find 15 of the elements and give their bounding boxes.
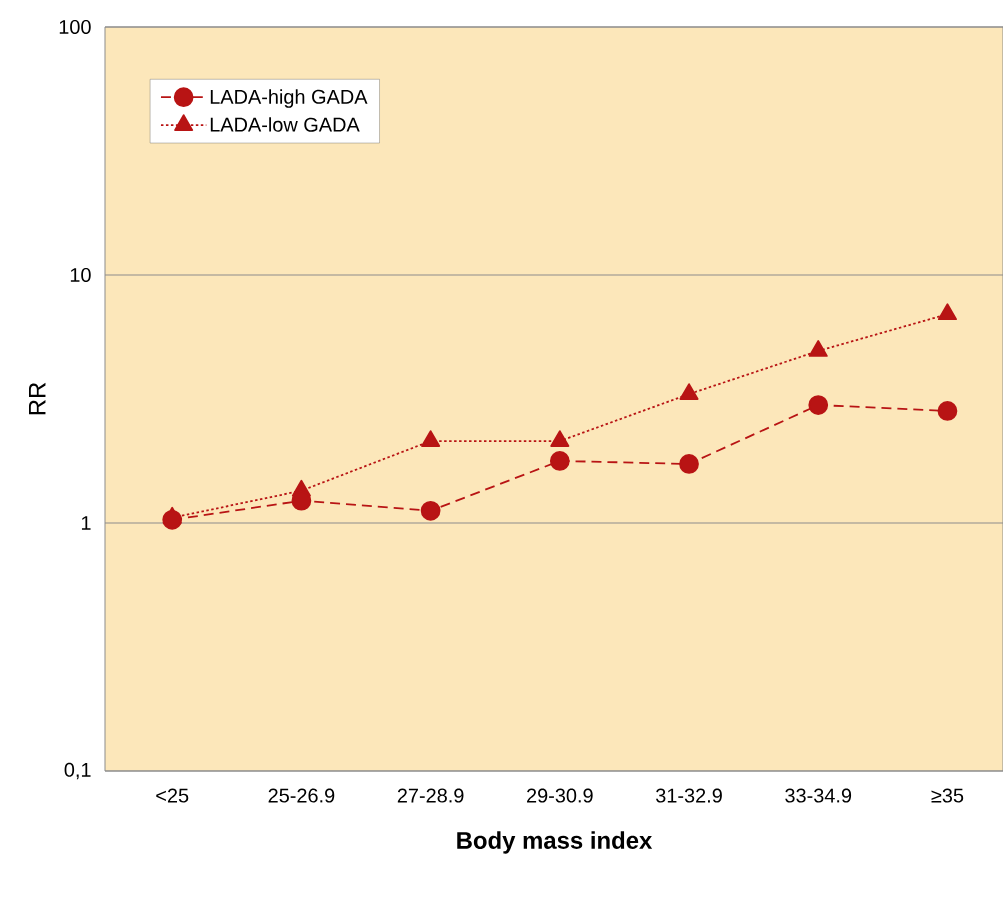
x-tick-label: 31-32.9 xyxy=(656,788,722,803)
x-tick-label: 33-34.9 xyxy=(785,788,852,803)
y-tick-label: 100 xyxy=(59,19,91,35)
legend-label: LADA-low GADA xyxy=(210,117,360,132)
x-tick-label: 27-28.9 xyxy=(397,788,464,803)
legend-label: LADA-high GADA xyxy=(210,89,368,108)
x-tick-label: 25-26.9 xyxy=(268,788,335,803)
y-tick-label: 10 xyxy=(70,267,91,283)
y-tick-label: 1 xyxy=(81,516,91,530)
x-tick-label: ≥35 xyxy=(931,788,964,803)
y-axis-title: RR xyxy=(29,382,46,415)
x-axis-title: Body mass index xyxy=(457,831,653,854)
x-tick-label: <25 xyxy=(156,788,189,803)
y-tick-label: 0,1 xyxy=(64,762,91,780)
x-tick-label: 29-30.9 xyxy=(527,788,593,803)
